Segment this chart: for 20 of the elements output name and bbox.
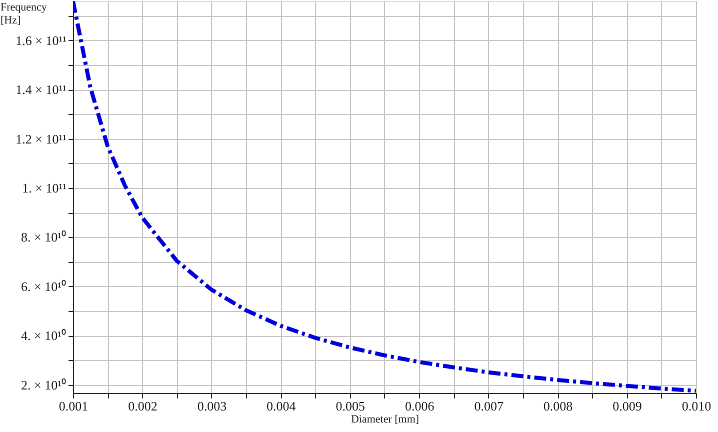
x-tick-label: 0.010 — [682, 398, 712, 414]
y-tick-label: 2. × 10¹⁰ — [21, 377, 66, 392]
y-tick-label: 1.2 × 10¹¹ — [16, 131, 67, 146]
x-axis-title: Diameter [mm] — [350, 414, 420, 426]
y-axis-title: Frequency [Hz] — [0, 2, 48, 26]
y-tick-label: 8. × 10¹⁰ — [21, 230, 66, 245]
y-tick-label: 4. × 10¹⁰ — [21, 328, 66, 344]
x-tick-label: 0.005 — [336, 398, 366, 414]
x-tick-label: 0.003 — [197, 398, 227, 414]
x-tick-label: 0.009 — [612, 398, 642, 414]
x-tick-label: 0.002 — [128, 398, 158, 414]
y-tick-label: 1.6 × 10¹¹ — [16, 32, 67, 48]
x-tick-label: 0.004 — [266, 398, 296, 414]
x-tick-label: 0.006 — [404, 398, 435, 414]
x-tick-label: 0.001 — [58, 398, 88, 414]
y-tick-label: 1.4 × 10¹¹ — [16, 82, 67, 98]
y-tick-label: 6. × 10¹⁰ — [21, 278, 66, 294]
y-tick-label: 1. × 10¹¹ — [22, 180, 67, 196]
x-tick-label: 0.007 — [474, 398, 504, 414]
x-tick-label: 0.008 — [543, 398, 573, 414]
